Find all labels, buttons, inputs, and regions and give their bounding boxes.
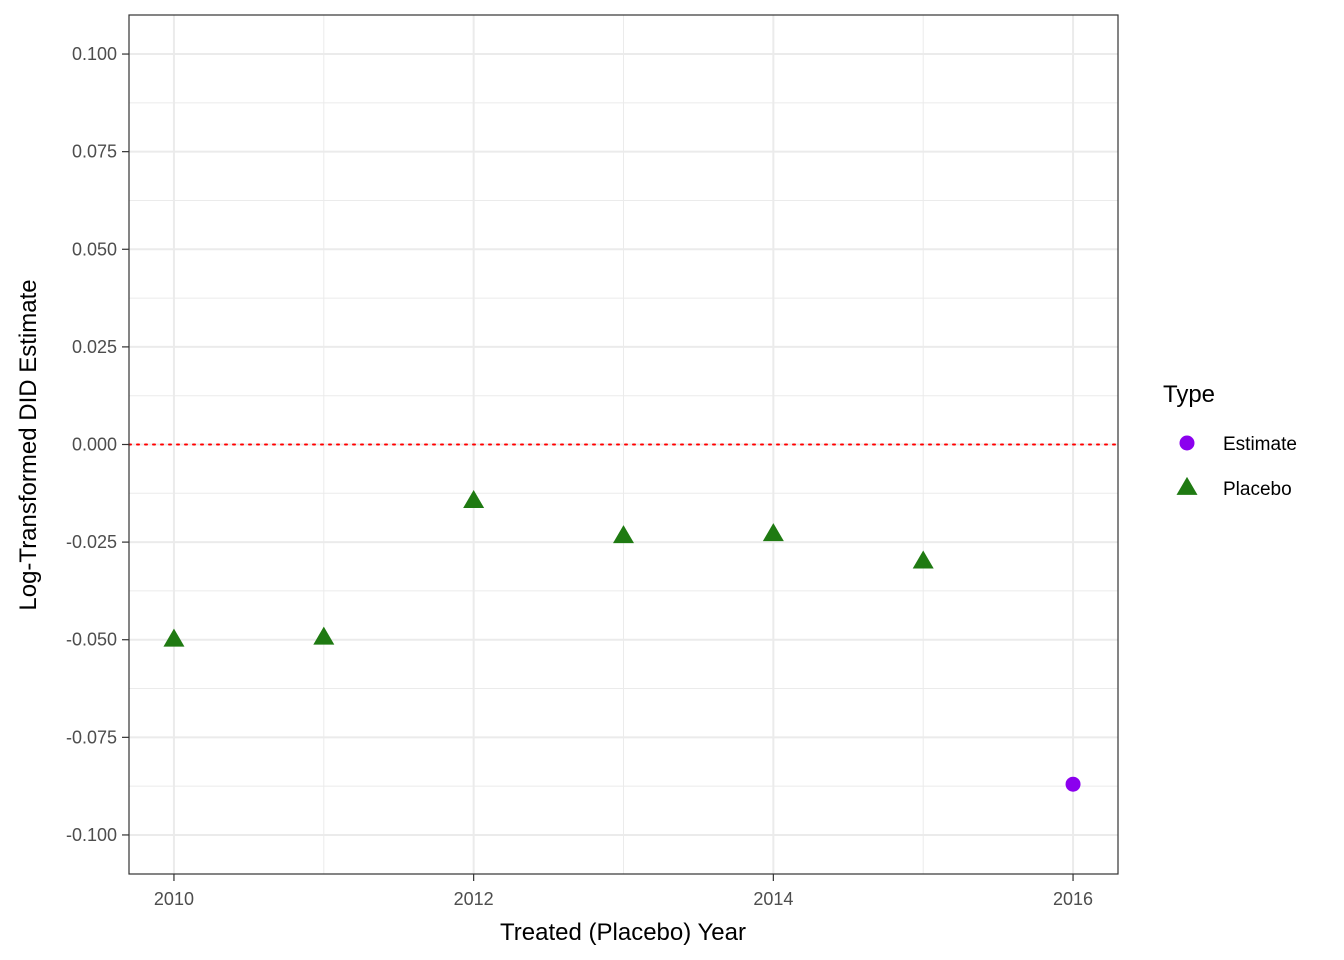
legend-key-estimate	[1179, 435, 1195, 451]
legend-title: Type	[1163, 381, 1215, 408]
axis-ticks	[122, 53, 1074, 881]
placebo-point	[163, 628, 185, 647]
legend-entries: Estimate Placebo	[1176, 434, 1297, 500]
placebo-point	[762, 523, 784, 542]
legend-key-placebo	[1176, 476, 1198, 495]
y-tick-label: -0.025	[66, 532, 117, 552]
legend: Type Estimate Placebo	[1163, 381, 1297, 500]
y-tick-label: 0.075	[72, 142, 117, 162]
y-tick-label: 0.025	[72, 337, 117, 357]
x-tick-label: 2012	[454, 889, 494, 909]
x-tick-label: 2016	[1053, 889, 1093, 909]
axis-tick-labels: -0.100 -0.075 -0.050 -0.025 0.000 0.025 0.050 0…	[66, 44, 1093, 909]
placebo-point	[912, 550, 934, 569]
x-tick-label: 2010	[154, 889, 194, 909]
placebo-point	[463, 489, 485, 508]
placebo-point	[613, 525, 634, 544]
estimate-point	[1065, 776, 1081, 792]
y-tick-label: -0.100	[66, 825, 117, 845]
data-points	[163, 489, 1081, 792]
y-tick-label: -0.075	[66, 727, 117, 747]
legend-label-estimate: Estimate	[1223, 434, 1297, 455]
placebo-point	[313, 626, 335, 645]
y-tick-label: -0.050	[66, 630, 117, 650]
x-axis-title: Treated (Placebo) Year	[500, 919, 746, 946]
y-tick-label: 0.100	[72, 44, 117, 64]
y-tick-label: 0.050	[72, 239, 117, 259]
y-tick-label: 0.000	[72, 435, 117, 455]
grid-major	[129, 15, 1118, 874]
x-tick-label: 2014	[753, 889, 793, 909]
y-axis-title: Log-Transformed DID Estimate	[15, 279, 42, 610]
legend-label-placebo: Placebo	[1223, 479, 1292, 500]
